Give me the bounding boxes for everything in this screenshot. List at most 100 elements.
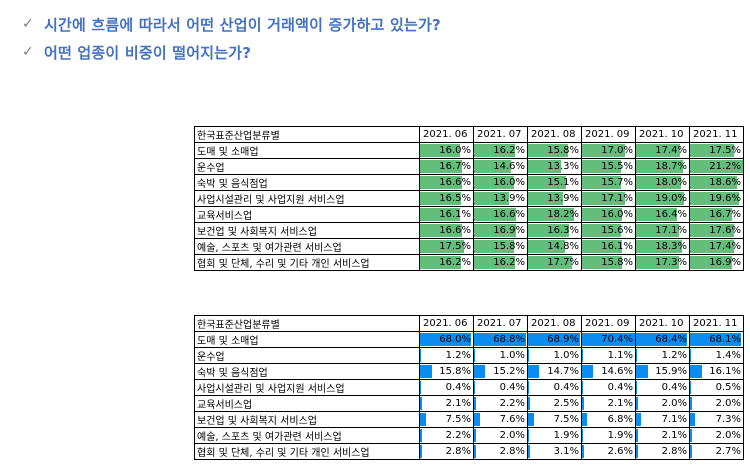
value-text: 13.3% — [547, 161, 579, 172]
data-bar — [420, 224, 462, 237]
data-bar — [636, 224, 679, 237]
value-cell: 7.6% — [473, 411, 528, 428]
value-cell: 13.9% — [527, 190, 582, 207]
table-row: 예술, 스포츠 및 여가관련 서비스업 17.5% 15.8% 14.8% 16.1% 1… — [194, 238, 744, 255]
data-bar — [474, 256, 515, 269]
row-label: 운수업 — [194, 158, 420, 175]
value-text: 16.2% — [439, 257, 471, 268]
value-text: 16.6% — [439, 177, 471, 188]
value-cell: 17.1% — [635, 222, 690, 239]
value-cell: 68.8% — [473, 331, 528, 348]
value-text: 15.7% — [601, 177, 633, 188]
value-cell: 7.5% — [419, 411, 474, 428]
data-bar — [690, 365, 703, 378]
value-text: 16.7% — [709, 209, 741, 220]
data-bar — [690, 160, 743, 173]
value-cell: 2.0% — [689, 427, 744, 444]
value-text: 17.0% — [601, 145, 633, 156]
value-text: 2.0% — [715, 430, 741, 441]
value-cell: 15.8% — [527, 142, 582, 159]
data-bar — [474, 144, 515, 157]
value-text: 16.1% — [709, 366, 741, 377]
data-bar — [636, 397, 638, 410]
data-bar — [420, 240, 464, 253]
table-row: 협회 및 단체, 수리 및 기타 개인 서비스업 16.2% 16.2% 17.7% 1… — [194, 254, 744, 271]
data-bar — [582, 208, 622, 221]
data-bar — [474, 160, 511, 173]
data-bar — [420, 176, 462, 189]
row-label: 도매 및 소매업 — [194, 331, 420, 348]
value-cell: 2.1% — [635, 427, 690, 444]
value-cell: 17.5% — [689, 142, 744, 159]
value-text: 7.1% — [661, 414, 687, 425]
data-bar — [474, 413, 480, 426]
value-cell: 0.4% — [635, 379, 690, 396]
column-header: 2021. 11 — [689, 315, 744, 332]
value-cell: 16.9% — [689, 254, 744, 271]
data-bar — [636, 176, 681, 189]
data-bar — [582, 192, 625, 205]
value-cell: 0.4% — [581, 379, 636, 396]
value-text: 68.1% — [709, 334, 741, 345]
value-cell: 2.2% — [473, 395, 528, 412]
data-bar — [690, 349, 692, 362]
value-cell: 2.0% — [689, 395, 744, 412]
column-header: 2021. 06 — [419, 315, 474, 332]
value-cell: 2.8% — [419, 443, 474, 460]
value-text: 0.4% — [445, 382, 471, 393]
data-bar — [582, 160, 621, 173]
value-text: 15.8% — [493, 241, 525, 252]
value-text: 19.0% — [655, 193, 687, 204]
value-text: 16.6% — [439, 225, 471, 236]
data-bar — [474, 445, 477, 458]
value-cell: 17.1% — [581, 190, 636, 207]
column-header: 2021. 06 — [419, 126, 474, 143]
data-bar — [474, 192, 509, 205]
header-label-cell: 한국표준산업분류별 — [194, 315, 420, 332]
value-text: 7.3% — [715, 414, 741, 425]
value-cell: 15.2% — [473, 363, 528, 380]
value-cell: 15.7% — [581, 174, 636, 191]
value-cell: 16.0% — [581, 206, 636, 223]
value-text: 0.4% — [607, 382, 633, 393]
column-header: 2021. 09 — [581, 315, 636, 332]
value-cell: 19.6% — [689, 190, 744, 207]
value-cell: 18.6% — [689, 174, 744, 191]
table-row: 도매 및 소매업 16.0% 16.2% 15.8% 17.0% 17.4% 17.5% — [194, 142, 744, 159]
data-bar — [528, 365, 540, 378]
data-bar — [690, 413, 696, 426]
table-row: 운수업 1.2% 1.0% 1.0% 1.1% 1.2% 1.4% — [194, 347, 744, 364]
data-bar — [582, 413, 588, 426]
data-bar — [474, 176, 514, 189]
value-cell: 16.1% — [581, 238, 636, 255]
data-bar — [582, 224, 621, 237]
value-cell: 16.1% — [419, 206, 474, 223]
row-label: 사업시설관리 및 사업지원 서비스업 — [194, 379, 420, 396]
value-cell: 2.1% — [581, 395, 636, 412]
value-text: 0.4% — [661, 382, 687, 393]
value-cell: 0.4% — [419, 379, 474, 396]
data-bar — [636, 365, 648, 378]
bullet-item: ✓ 시간에 흐름에 따라서 어떤 산업이 거래액이 증가하고 있는가? — [22, 10, 441, 38]
value-text: 68.9% — [547, 334, 579, 345]
value-cell: 17.5% — [419, 238, 474, 255]
data-bar — [420, 192, 462, 205]
value-text: 18.0% — [655, 177, 687, 188]
data-bar — [636, 445, 639, 458]
value-cell: 15.5% — [581, 158, 636, 175]
value-text: 3.1% — [553, 446, 579, 457]
value-cell: 1.1% — [581, 347, 636, 364]
value-cell: 0.5% — [689, 379, 744, 396]
column-header: 2021. 10 — [635, 126, 690, 143]
value-text: 2.2% — [445, 430, 471, 441]
value-text: 1.0% — [553, 350, 579, 361]
table-row: 사업시설관리 및 사업지원 서비스업 0.4% 0.4% 0.4% 0.4% 0.4% 0.… — [194, 379, 744, 396]
value-text: 1.4% — [715, 350, 741, 361]
value-cell: 1.0% — [473, 347, 528, 364]
table-row: 숙박 및 음식점업 16.6% 16.0% 15.1% 15.7% 18.0% 18.6% — [194, 174, 744, 191]
data-bar — [690, 176, 737, 189]
value-text: 16.0% — [601, 209, 633, 220]
value-text: 16.6% — [493, 209, 525, 220]
data-bar — [474, 397, 476, 410]
value-cell: 7.3% — [689, 411, 744, 428]
